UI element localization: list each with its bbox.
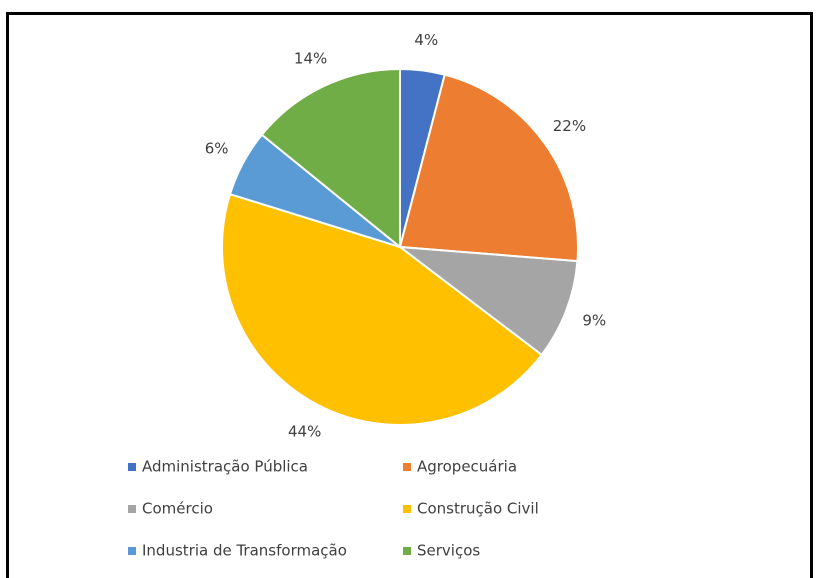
legend-label: Industria de Transformação (142, 542, 347, 560)
legend-label: Construção Civil (417, 500, 539, 518)
data-label: 6% (205, 139, 229, 157)
data-label: 4% (414, 31, 438, 49)
legend-label: Serviços (417, 542, 480, 560)
data-label: 22% (553, 117, 586, 135)
pie-slice (396, 245, 579, 357)
data-label: 14% (294, 50, 327, 68)
legend-label: Administração Pública (142, 458, 308, 476)
legend-swatch (128, 463, 136, 471)
legend-label: Comércio (142, 500, 213, 518)
data-label: 9% (582, 312, 606, 330)
data-label: 44% (288, 422, 321, 440)
legend-swatch (403, 463, 411, 471)
legend-swatch (128, 547, 136, 555)
legend-swatch (128, 505, 136, 513)
legend-swatch (403, 505, 411, 513)
pie-slice (398, 73, 579, 263)
frame (6, 12, 813, 578)
pie-slice (221, 192, 544, 426)
pie-slice (260, 67, 401, 250)
legend-swatch (403, 547, 411, 555)
legend-label: Agropecuária (417, 458, 517, 476)
